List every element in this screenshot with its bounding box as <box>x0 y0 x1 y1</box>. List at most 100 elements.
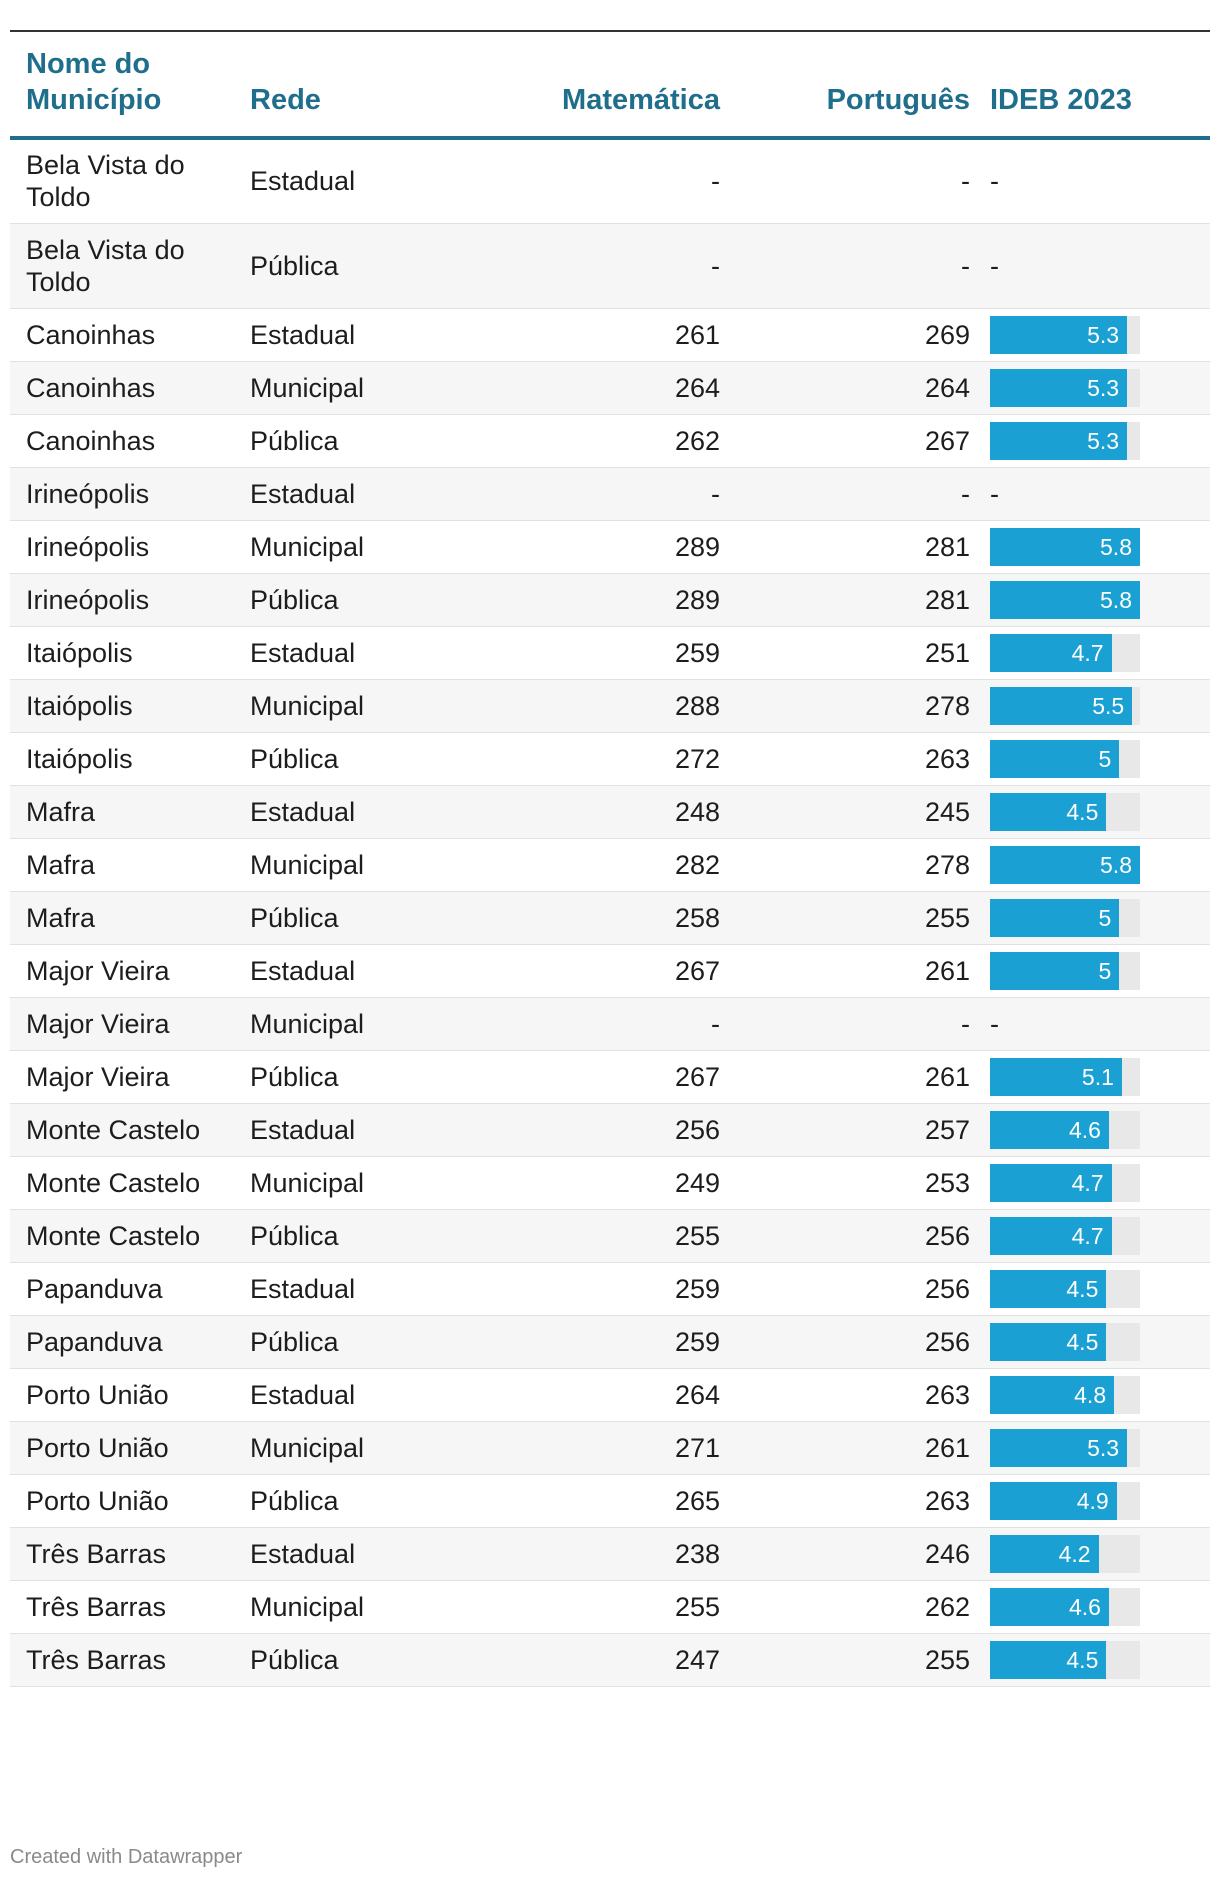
header-row: Nome do Município Rede Matemática Portug… <box>10 32 1210 140</box>
cell-ideb: 5 <box>970 732 1210 786</box>
cell-rede: Municipal <box>250 520 450 574</box>
ideb-bar-track: 4.2 <box>990 1534 1140 1573</box>
table-row: Monte Castelo Municipal 249 253 4.7 <box>10 1156 1210 1210</box>
cell-municipio: Mafra <box>10 785 250 839</box>
ideb-bar <box>990 845 1140 884</box>
ideb-bar <box>990 1640 1107 1679</box>
ideb-empty: - <box>990 250 999 281</box>
table-row: Canoinhas Municipal 264 264 5.3 <box>10 361 1210 415</box>
cell-matematica: 267 <box>450 1050 720 1104</box>
cell-matematica: 249 <box>450 1156 720 1210</box>
cell-rede: Municipal <box>250 361 450 415</box>
table-row: Mafra Municipal 282 278 5.8 <box>10 838 1210 892</box>
cell-municipio: Bela Vista do Toldo <box>10 138 250 224</box>
cell-ideb: 4.5 <box>970 1315 1210 1369</box>
ideb-value: 4.5 <box>1066 798 1099 825</box>
cell-ideb: 5.8 <box>970 573 1210 627</box>
cell-portugues: 281 <box>720 573 970 627</box>
cell-ideb: 5 <box>970 891 1210 945</box>
cell-matematica: - <box>450 223 720 309</box>
cell-matematica: 258 <box>450 891 720 945</box>
cell-portugues: 256 <box>720 1209 970 1263</box>
cell-municipio: Canoinhas <box>10 414 250 468</box>
ideb-bar <box>990 580 1140 619</box>
cell-ideb: 5.8 <box>970 520 1210 574</box>
cell-matematica: 259 <box>450 1262 720 1316</box>
cell-rede: Estadual <box>250 467 450 521</box>
ideb-value: 4.6 <box>1068 1593 1101 1620</box>
table-row: Canoinhas Pública 262 267 5.3 <box>10 414 1210 468</box>
cell-matematica: 272 <box>450 732 720 786</box>
ideb-value: 5 <box>1098 745 1112 772</box>
ideb-bar <box>990 898 1120 937</box>
ideb-bar <box>990 951 1120 990</box>
ideb-bar-track: 4.8 <box>990 1375 1140 1414</box>
cell-matematica: 238 <box>450 1527 720 1581</box>
cell-municipio: Monte Castelo <box>10 1103 250 1157</box>
ideb-value: 4.7 <box>1071 1169 1104 1196</box>
ideb-bar-track: 4.5 <box>990 1322 1140 1361</box>
ideb-bar-track: 5.3 <box>990 421 1140 460</box>
cell-rede: Pública <box>250 1633 450 1687</box>
cell-portugues: 257 <box>720 1103 970 1157</box>
cell-matematica: 256 <box>450 1103 720 1157</box>
cell-matematica: - <box>450 467 720 521</box>
cell-municipio: Três Barras <box>10 1633 250 1687</box>
cell-portugues: 261 <box>720 944 970 998</box>
cell-ideb: - <box>970 223 1210 309</box>
ideb-bar-track: 4.7 <box>990 633 1140 672</box>
table-body: Bela Vista do Toldo Estadual - - - Bela Vista… <box>10 138 1210 1687</box>
ideb-bar-track: 5.1 <box>990 1057 1140 1096</box>
cell-rede: Estadual <box>250 1103 450 1157</box>
ideb-bar-track: 4.9 <box>990 1481 1140 1520</box>
ideb-bar <box>990 1375 1115 1414</box>
ideb-bar-track: 5.5 <box>990 686 1140 725</box>
table-row: Papanduva Estadual 259 256 4.5 <box>10 1262 1210 1316</box>
cell-municipio: Irineópolis <box>10 520 250 574</box>
table-row: Porto União Estadual 264 263 4.8 <box>10 1368 1210 1422</box>
table-row: Major Vieira Pública 267 261 5.1 <box>10 1050 1210 1104</box>
header-rede[interactable]: Rede <box>250 32 450 140</box>
ideb-value: 4.5 <box>1066 1646 1099 1673</box>
cell-rede: Pública <box>250 414 450 468</box>
cell-municipio: Itaiópolis <box>10 626 250 680</box>
header-matematica[interactable]: Matemática <box>450 32 720 140</box>
cell-matematica: - <box>450 138 720 224</box>
cell-matematica: 265 <box>450 1474 720 1528</box>
ideb-bar-track: 4.6 <box>990 1587 1140 1626</box>
cell-rede: Pública <box>250 732 450 786</box>
ideb-bar-track: 5 <box>990 739 1140 778</box>
cell-rede: Pública <box>250 573 450 627</box>
table-row: Monte Castelo Pública 255 256 4.7 <box>10 1209 1210 1263</box>
cell-ideb: 5.5 <box>970 679 1210 733</box>
header-portugues[interactable]: Português <box>720 32 970 140</box>
table-row: Itaiópolis Estadual 259 251 4.7 <box>10 626 1210 680</box>
cell-portugues: 278 <box>720 679 970 733</box>
cell-portugues: 256 <box>720 1315 970 1369</box>
ideb-bar-track: 5.3 <box>990 315 1140 354</box>
cell-ideb: 4.7 <box>970 1156 1210 1210</box>
ideb-bar <box>990 315 1128 354</box>
ideb-bar-track: 4.5 <box>990 1269 1140 1308</box>
cell-ideb: 4.6 <box>970 1103 1210 1157</box>
cell-ideb: 4.5 <box>970 785 1210 839</box>
header-municipio[interactable]: Nome do Município <box>10 32 250 140</box>
cell-portugues: - <box>720 997 970 1051</box>
header-ideb[interactable]: IDEB 2023 <box>970 32 1210 140</box>
table-row: Major Vieira Estadual 267 261 5 <box>10 944 1210 998</box>
table-row: Canoinhas Estadual 261 269 5.3 <box>10 308 1210 362</box>
ideb-value: 4.7 <box>1071 1222 1104 1249</box>
table-row: Bela Vista do Toldo Estadual - - - <box>10 138 1210 224</box>
cell-municipio: Papanduva <box>10 1315 250 1369</box>
cell-municipio: Itaiópolis <box>10 679 250 733</box>
cell-matematica: 264 <box>450 1368 720 1422</box>
cell-rede: Pública <box>250 223 450 309</box>
cell-municipio: Mafra <box>10 838 250 892</box>
cell-rede: Estadual <box>250 626 450 680</box>
datawrapper-credit[interactable]: Created with Datawrapper <box>10 1846 243 1868</box>
cell-portugues: - <box>720 223 970 309</box>
cell-rede: Municipal <box>250 1156 450 1210</box>
cell-rede: Municipal <box>250 1421 450 1475</box>
cell-portugues: 278 <box>720 838 970 892</box>
table-row: Irineópolis Municipal 289 281 5.8 <box>10 520 1210 574</box>
